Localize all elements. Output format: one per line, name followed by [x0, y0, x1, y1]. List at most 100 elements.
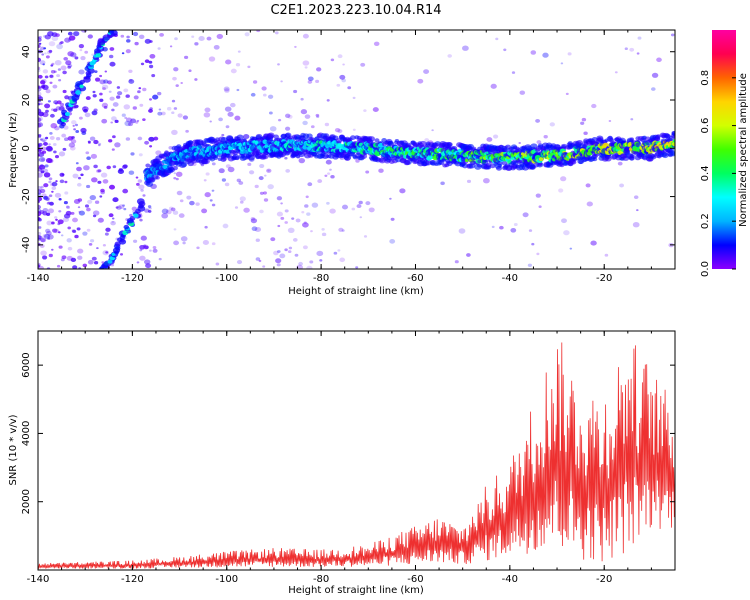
spectrogram-cell: [67, 38, 72, 42]
spectrogram-cell: [71, 120, 77, 125]
spectrogram-cell: [48, 177, 53, 181]
spectrogram-cell: [52, 84, 58, 89]
spectrogram-cell: [40, 185, 44, 189]
spectrogram-cell: [341, 229, 345, 232]
spectrogram-cell: [152, 246, 157, 249]
spectrogram-cell: [46, 50, 52, 55]
spectrogram-cell: [118, 204, 125, 210]
spectrogram-cell: [60, 105, 65, 109]
spectrogram-cell: [65, 205, 70, 209]
spectrogram-cell: [62, 70, 67, 75]
spectrogram-cell: [530, 143, 538, 150]
spectrogram-cell: [655, 137, 661, 142]
spectrogram-cell: [72, 229, 77, 233]
spectrogram-cell: [91, 110, 98, 116]
spectrogram-cell: [225, 59, 232, 65]
spectrogram-cell: [483, 178, 490, 184]
spectrogram-cell: [251, 226, 258, 232]
spectrogram-cell: [38, 264, 41, 268]
spectrogram-cell: [38, 156, 46, 163]
spectrogram-cell: [254, 226, 262, 233]
spectrogram-cell: [300, 109, 308, 115]
spectrogram-cell: [136, 261, 140, 264]
spectrogram-cell: [80, 173, 84, 177]
spectrogram-cell: [90, 239, 95, 243]
spectrogram-cell: [236, 178, 241, 183]
spectrogram-cell: [317, 179, 323, 184]
spectrogram-cell: [114, 119, 119, 124]
spectrogram-cell: [63, 56, 69, 61]
spectrogram-cell: [161, 111, 166, 116]
spectrogram-cell: [48, 41, 56, 47]
spectrogram-cell: [144, 59, 150, 64]
x-tick-label: -60: [407, 574, 423, 585]
spectrogram-cell: [267, 169, 270, 172]
spectrogram-cell: [99, 74, 103, 78]
spectrogram-cell: [112, 197, 119, 203]
spectrogram-cell: [112, 102, 119, 107]
spectrogram-cell: [530, 50, 537, 55]
spectrogram-cell: [97, 180, 102, 184]
spectrogram-cell: [149, 107, 153, 110]
spectrogram-cell: [45, 228, 51, 233]
spectrogram-cell: [119, 253, 124, 256]
spectrogram-cell: [43, 195, 48, 200]
spectrogram-cell: [45, 136, 49, 140]
colorbar: 0.0 0.2 0.4 0.6 0.8 Normalized spectral ampl…: [700, 30, 749, 277]
spectrogram-cell: [321, 228, 325, 231]
y-tick-label: 2000: [21, 489, 32, 514]
spectrogram-cell: [161, 213, 169, 219]
spectrogram-cell: [537, 162, 543, 167]
spectrogram-cell: [71, 137, 75, 140]
spectrogram-cell: [234, 156, 240, 161]
spectrogram-cell: [123, 207, 127, 211]
snr-background: [38, 331, 675, 570]
spectrogram-cell: [212, 155, 219, 160]
spectrogram-cell: [307, 76, 314, 82]
spectrogram-cell: [84, 204, 90, 208]
spectrogram-cell: [94, 200, 100, 204]
spectrogram-cell: [43, 141, 48, 146]
spectrogram-cell: [337, 129, 343, 134]
spectrogram-cell: [536, 252, 540, 256]
spectrogram-cell: [72, 173, 79, 179]
spectrogram-cell: [66, 238, 72, 243]
spectrogram-cell: [180, 236, 188, 242]
spectrogram-cell: [52, 228, 58, 233]
spectrogram-cell: [288, 246, 293, 250]
spectrogram-cell: [86, 156, 91, 161]
snr-y-axis-label: SNR (10 * v/v): [8, 414, 19, 485]
spectrogram-cell: [130, 152, 135, 156]
spectrogram-cell: [144, 245, 149, 250]
spectrogram-cell: [82, 231, 88, 236]
spectrogram-cell: [157, 47, 161, 50]
spectrogram-cell: [538, 157, 544, 162]
spectrogram-cell: [291, 217, 295, 220]
spectrogram-cell: [87, 34, 93, 39]
spectrogram-cell: [604, 156, 612, 162]
spectrogram-cell: [67, 31, 73, 36]
spectrogram-cell: [267, 132, 275, 138]
spectrogram-cell: [417, 78, 424, 84]
spectrogram-cell: [230, 102, 236, 108]
spectrogram-cell: [360, 62, 366, 67]
spectrogram-cell: [56, 100, 62, 105]
spectrogram-cell: [158, 108, 162, 111]
spectrogram-cell: [149, 145, 153, 148]
spectrogram-cell: [670, 33, 675, 37]
spectrogram-cell: [569, 247, 573, 250]
spectrogram-cell: [633, 195, 639, 200]
spectrogram-cell: [83, 108, 88, 113]
spectrogram-cell: [116, 91, 123, 96]
spectrogram-x-axis-label: Height of straight line (km): [288, 286, 424, 297]
spectrogram-cell: [176, 190, 183, 196]
snr-frame: [37, 330, 676, 571]
spectrogram-cell: [239, 196, 246, 202]
spectrogram-cell: [279, 253, 286, 259]
spectrogram-cell: [62, 89, 67, 94]
spectrogram-cell: [185, 129, 189, 133]
spectrogram-cell: [254, 184, 259, 189]
spectrogram-cell: [57, 231, 61, 234]
spectrogram-cell: [203, 179, 207, 182]
spectrogram-cell: [41, 53, 45, 56]
